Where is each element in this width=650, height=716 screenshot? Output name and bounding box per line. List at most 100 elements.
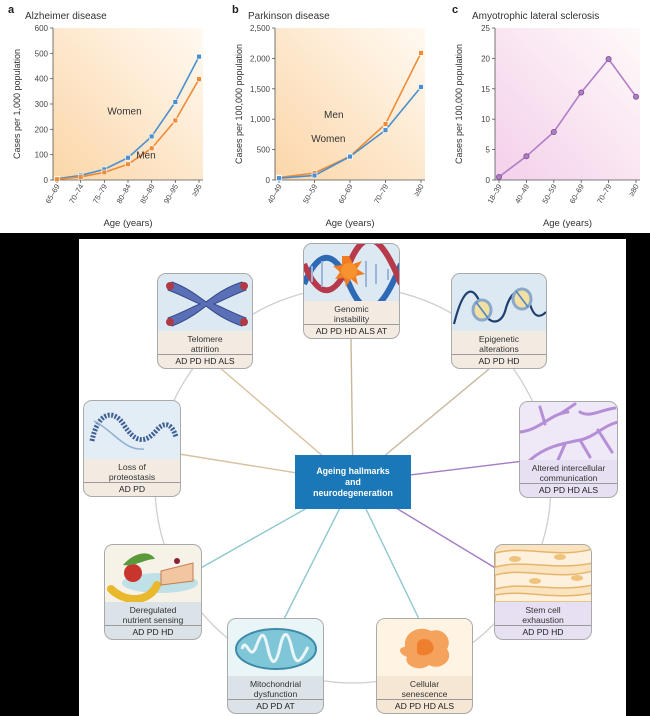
data-point <box>578 89 585 96</box>
x-tick-label: 50–59 <box>540 183 558 206</box>
intercellular-label-1: Altered intercellular <box>531 463 606 473</box>
y-axis-label: Cases per 100,000 population <box>234 44 244 164</box>
card-telomere-attrition: Telomere attrition AD PD HD ALS <box>157 273 253 369</box>
panel-letter: a <box>8 4 15 16</box>
food-illustration <box>105 545 201 603</box>
epidemiology-figure: a Alzheimer disease 0 100 200 300 400 500 600 65–… <box>0 0 650 233</box>
mitochondrial-label-2: dysfunction <box>253 689 298 699</box>
hallmarks-diagram: Ageing hallmarks and neurodegeneration G… <box>79 239 626 716</box>
data-point <box>550 128 557 135</box>
x-tick-label: ≥95 <box>190 183 204 198</box>
y-tick-label: 15 <box>481 85 490 94</box>
senescence-diseases: AD PD HD ALS <box>377 699 472 713</box>
series-line <box>498 57 637 178</box>
data-point <box>148 133 155 140</box>
center-line-2: and <box>345 476 361 487</box>
chromosome-illustration <box>158 274 252 331</box>
x-tick-label: 70–79 <box>372 183 390 206</box>
series-label: Women <box>311 134 345 145</box>
card-intercellular-communication: Altered intercellular communication AD PD… <box>519 401 618 498</box>
proteostasis-label-1: Loss of <box>118 462 146 472</box>
chart-panel-a: a Alzheimer disease 0 100 200 300 400 500 600 65–… <box>8 4 204 229</box>
x-tick-label: 60–69 <box>568 183 586 206</box>
genomic-label-1: Genomic <box>334 304 369 314</box>
y-tick-label: 0 <box>44 176 49 185</box>
y-tick-label: 500 <box>257 146 271 155</box>
panel-letter: c <box>452 4 458 16</box>
y-tick-label: 5 <box>486 146 491 155</box>
y-tick-label: 2,500 <box>250 24 271 33</box>
card-genomic-instability: Genomic instability AD PD HD ALS AT <box>303 243 400 339</box>
data-point <box>382 121 389 127</box>
genomic-diseases: AD PD HD ALS AT <box>304 324 399 338</box>
proteostasis-label-2: proteostasis <box>108 472 156 482</box>
nutrient-diseases: AD PD HD <box>105 625 201 639</box>
chart-panel-c: c Amyotrophic lateral sclerosis 0 5 10 15 20 25… <box>452 4 641 229</box>
stemcell-diseases: AD PD HD <box>495 625 591 639</box>
dna-illustration <box>304 244 399 312</box>
stemcell-label-2: exhaustion <box>522 615 564 625</box>
nucleosome-illustration <box>452 274 546 331</box>
data-point <box>125 155 131 161</box>
epigenetic-label-2: alterations <box>479 344 519 354</box>
y-axis-label: Cases per 100,000 population <box>454 44 464 164</box>
y-axis-label: Cases per 1,000 population <box>12 49 22 159</box>
x-axis-label: Age (years) <box>325 218 374 229</box>
center-box: Ageing hallmarks and neurodegeneration <box>295 455 411 509</box>
senescence-label-1: Cellular <box>409 679 440 689</box>
y-tick-label: 1,500 <box>250 85 271 94</box>
series-label: Women <box>107 106 141 117</box>
data-point <box>418 84 424 90</box>
y-tick-label: 500 <box>35 49 49 58</box>
proteostasis-diseases: AD PD <box>84 482 180 496</box>
senescence-label-2: senescence <box>401 689 448 699</box>
senescent-cell-illustration <box>377 619 472 676</box>
data-point <box>172 117 179 124</box>
data-point <box>77 174 84 180</box>
center-line-3: neurodegeneration <box>313 487 393 498</box>
series-label: Men <box>324 110 343 121</box>
x-tick-label: 18–39 <box>486 183 504 206</box>
chart-panel-b: b Parkinson disease 0 500 1,000 1,500 2,000 2,5… <box>232 4 426 229</box>
telomere-label-1: Telomere <box>187 334 223 344</box>
card-loss-of-proteostasis: Loss of proteostasis AD PD <box>83 400 181 497</box>
y-tick-label: 600 <box>35 24 49 33</box>
y-tick-label: 200 <box>35 125 49 134</box>
x-tick-label: 75–79 <box>91 183 109 206</box>
data-point <box>495 173 502 180</box>
x-tick-label: 60–69 <box>337 183 355 206</box>
series-label: Men <box>136 150 155 161</box>
x-tick-label: 40–49 <box>266 183 284 206</box>
x-tick-label: 70–74 <box>67 183 85 206</box>
x-tick-label: 40–49 <box>513 183 531 206</box>
data-point <box>172 99 179 105</box>
telomere-label-2: attrition <box>190 344 220 354</box>
x-tick-label: 65–69 <box>44 183 62 206</box>
card-nutrient-sensing: Deregulated nutrient sensing AD PD HD <box>104 544 202 640</box>
mitochondrial-diseases: AD PD AT <box>228 699 323 713</box>
panel-letter: b <box>232 4 239 16</box>
telomere-diseases: AD PD HD ALS <box>158 354 252 368</box>
y-tick-label: 2,000 <box>250 54 271 63</box>
data-point <box>633 93 640 100</box>
intercellular-label-2: communication <box>539 473 598 483</box>
data-point <box>311 172 318 179</box>
chart-title: Alzheimer disease <box>25 11 107 22</box>
center-line-1: Ageing hallmarks <box>316 465 390 476</box>
data-point <box>125 161 131 167</box>
intercellular-diseases: AD PD HD ALS <box>520 483 617 497</box>
epigenetic-label-1: Epigenetic <box>478 334 520 344</box>
data-point <box>148 145 155 152</box>
y-tick-label: 0 <box>486 176 491 185</box>
chart-title: Amyotrophic lateral sclerosis <box>472 11 599 22</box>
y-tick-label: 10 <box>481 115 490 124</box>
y-tick-label: 0 <box>266 176 271 185</box>
chart-title: Parkinson disease <box>248 11 330 22</box>
mitochondrial-label-1: Mitochondrial <box>249 679 302 689</box>
data-point <box>276 175 282 181</box>
y-tick-label: 300 <box>35 100 49 109</box>
x-tick-label: ≥80 <box>412 183 426 198</box>
x-axis-label: Age (years) <box>103 218 152 229</box>
x-tick-label: 90–95 <box>162 183 180 206</box>
